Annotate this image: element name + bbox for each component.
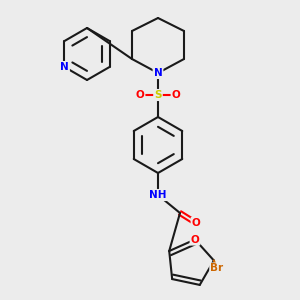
Text: O: O — [136, 90, 144, 100]
Text: N: N — [154, 68, 162, 78]
Text: Br: Br — [210, 263, 224, 274]
Text: N: N — [60, 62, 69, 72]
Text: O: O — [192, 218, 200, 228]
Text: NH: NH — [149, 190, 167, 200]
Text: O: O — [172, 90, 180, 100]
Text: O: O — [190, 235, 200, 244]
Text: S: S — [154, 90, 162, 100]
